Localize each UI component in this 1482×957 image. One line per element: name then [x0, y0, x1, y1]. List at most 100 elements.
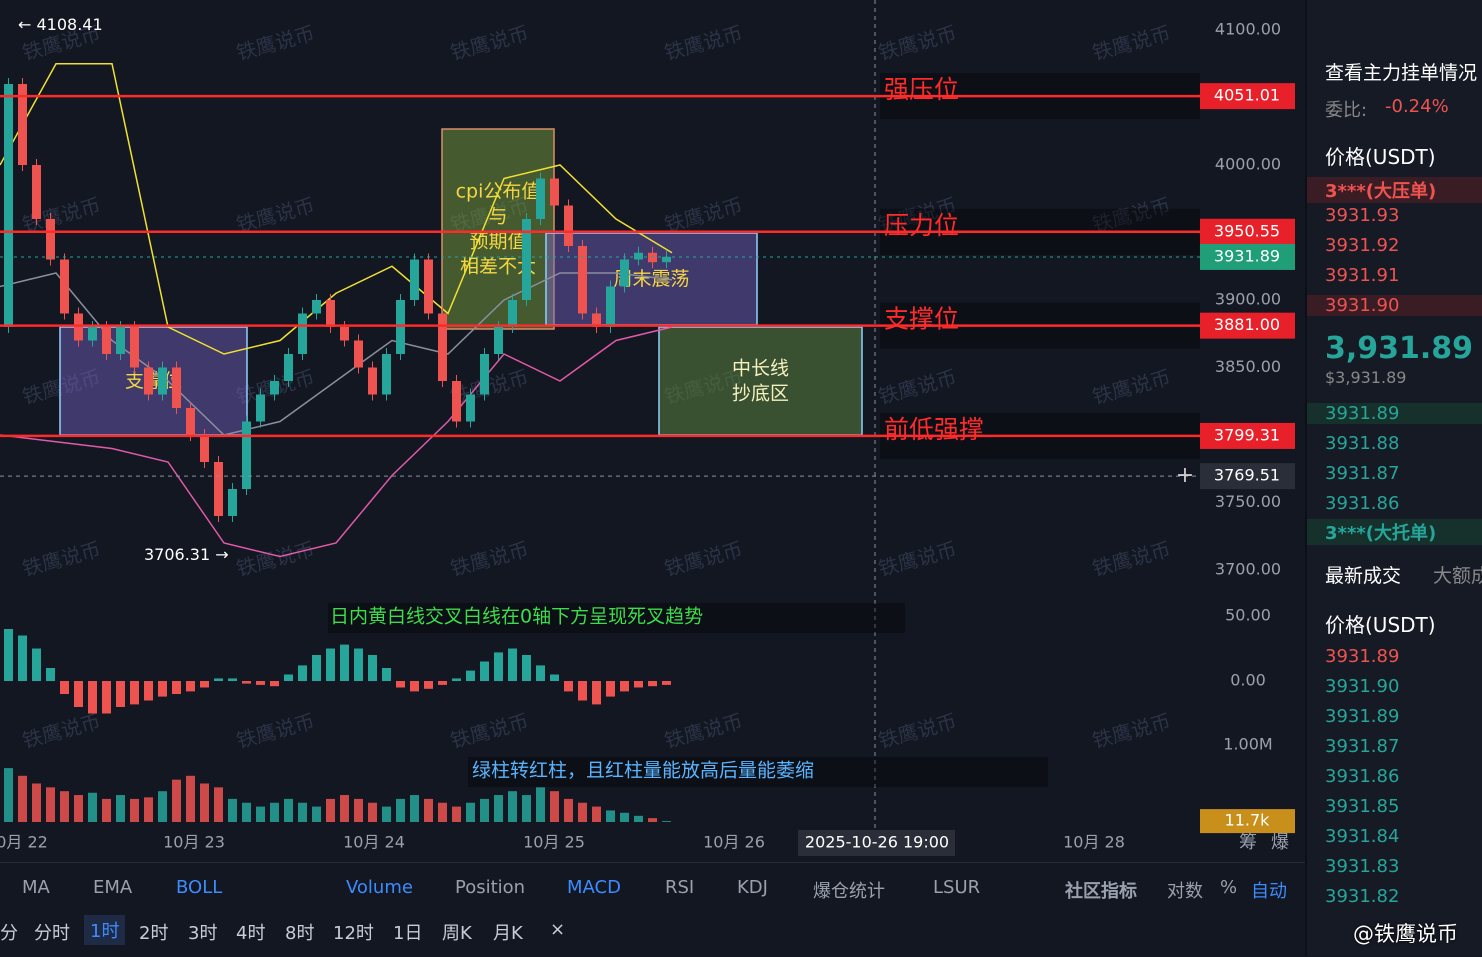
title: 查看主力挂单情况	[1325, 62, 1478, 84]
candle	[130, 327, 139, 368]
watermark: 铁鹰说币	[662, 537, 745, 581]
book-row: 3931.84	[1325, 826, 1400, 847]
tab[interactable]: 最新成交	[1325, 565, 1402, 587]
indicator-button[interactable]: Position	[455, 877, 526, 898]
indicator-button[interactable]: 对数	[1167, 881, 1203, 902]
interval-button[interactable]: 周K	[442, 923, 472, 944]
indicator-button[interactable]: 爆仓统计	[813, 881, 885, 902]
ratio-label: 委比:	[1325, 100, 1368, 121]
interval-button[interactable]: 分时	[34, 923, 70, 944]
trades-header: 价格(USDT)	[1325, 613, 1436, 637]
macd-bar	[172, 681, 181, 694]
indicator-button[interactable]: 社区指标	[1065, 881, 1137, 902]
indicator-button[interactable]: RSI	[665, 877, 695, 898]
watermark: 铁鹰说币	[448, 537, 531, 581]
volume-tag	[1200, 809, 1295, 834]
watermark: 铁鹰说币	[1090, 709, 1173, 753]
volume-bar	[116, 795, 125, 822]
volume-bar	[648, 818, 657, 822]
interval-button[interactable]: 8时	[285, 923, 315, 944]
candle	[200, 435, 209, 462]
candle	[480, 354, 489, 395]
watermark: 铁鹰说币	[1090, 21, 1173, 65]
interval-button[interactable]: 月K	[493, 923, 523, 944]
volume-bar	[298, 802, 307, 822]
macd-bar	[116, 681, 125, 707]
candle	[74, 313, 83, 341]
level-tag	[1200, 422, 1295, 449]
volume-bar	[214, 787, 223, 822]
low-label: 3706.31 →	[144, 545, 229, 564]
candle	[144, 367, 153, 395]
indicator-button[interactable]: MA	[22, 877, 50, 898]
indicator-button[interactable]: KDJ	[737, 877, 768, 898]
level-label: 3950.55	[1214, 221, 1280, 240]
level-label: 4051.01	[1214, 86, 1280, 105]
current-tag	[1200, 243, 1295, 270]
boll-upper	[0, 63, 673, 355]
book-row: 3931.89	[1307, 403, 1482, 424]
toolbar: MA EMA BOLL Volume Position MACD RSI KDJ 爆仓统计 LSU…	[0, 862, 1305, 957]
volume-bar	[634, 815, 643, 822]
interval-button[interactable]: ×	[550, 919, 566, 940]
volume-bar	[130, 798, 139, 822]
book-row: 3931.86	[1325, 766, 1400, 787]
volume-bar	[438, 802, 447, 822]
watermark: 铁鹰说币	[876, 365, 959, 409]
candle	[158, 367, 167, 395]
annotation-box	[441, 128, 555, 330]
interval-button[interactable]: 4时	[236, 923, 266, 944]
crosshair-tag	[1200, 463, 1295, 490]
macd-bar	[46, 668, 55, 681]
volume-bar	[592, 806, 601, 822]
price-tick-label: 3750.00	[1215, 492, 1281, 511]
volume-bar	[242, 802, 251, 822]
candle	[340, 327, 349, 341]
indicator-button[interactable]: Volume	[346, 877, 413, 898]
volume-bar	[4, 768, 13, 822]
candle	[214, 462, 223, 516]
ratio: -0.24%	[1385, 96, 1449, 117]
candle	[4, 84, 13, 327]
watermark: 铁鹰说币	[1090, 365, 1173, 409]
candle	[172, 367, 181, 408]
macd-bar	[662, 681, 671, 685]
volume-bar	[424, 798, 433, 822]
macd-bar	[200, 681, 209, 688]
indicator-button[interactable]: LSUR	[933, 877, 981, 898]
indicator-button[interactable]: EMA	[93, 877, 133, 898]
volume-bar	[466, 802, 475, 822]
indicator-button[interactable]: MACD	[567, 877, 621, 898]
indicator-button[interactable]: %	[1220, 877, 1238, 898]
interval-button[interactable]: 3时	[188, 923, 218, 944]
boll-mid	[0, 272, 673, 436]
indicator-button[interactable]: 自动	[1251, 881, 1287, 902]
macd-bar	[620, 681, 629, 692]
volume-bar	[494, 795, 503, 822]
interval-button[interactable]: 1时	[84, 915, 126, 945]
watermark: 铁鹰说币	[234, 21, 317, 65]
candle	[522, 219, 531, 300]
tab[interactable]: 大额成	[1433, 565, 1482, 587]
current-label: 3931.89	[1214, 246, 1280, 265]
volume-bar	[32, 783, 41, 822]
interval-button[interactable]: 2时	[139, 923, 169, 944]
indicator-button[interactable]: BOLL	[176, 877, 223, 898]
candle	[634, 252, 643, 260]
price-tick-label: 3850.00	[1215, 357, 1281, 376]
interval-button[interactable]: 12时	[333, 923, 374, 944]
interval-button[interactable]: 分	[0, 923, 18, 944]
book-row: 3931.90	[1325, 676, 1400, 697]
candle	[284, 354, 293, 381]
macd-bar	[326, 648, 335, 681]
book-row: 3931.82	[1325, 886, 1400, 907]
level-tag	[1200, 83, 1295, 110]
note-band	[468, 757, 1048, 787]
volume-bar	[158, 791, 167, 822]
last-price: 3,931.89	[1325, 331, 1474, 366]
volume-bar	[354, 798, 363, 822]
candle	[536, 178, 545, 219]
macd-tick-label: 50.00	[1225, 606, 1271, 625]
volume-note: 绿柱转红柱，且红柱量能放高后量能萎缩	[472, 760, 814, 782]
interval-button[interactable]: 1日	[393, 923, 423, 944]
